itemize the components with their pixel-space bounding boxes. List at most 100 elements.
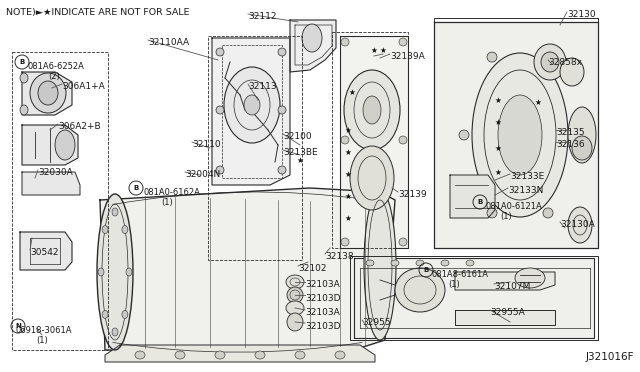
Text: (2): (2) bbox=[48, 72, 60, 81]
Ellipse shape bbox=[571, 130, 581, 140]
Text: 30542: 30542 bbox=[30, 248, 58, 257]
Text: ★: ★ bbox=[344, 148, 351, 157]
Text: 081A6-6252A: 081A6-6252A bbox=[28, 62, 85, 71]
Ellipse shape bbox=[541, 52, 559, 72]
Polygon shape bbox=[22, 125, 78, 165]
Ellipse shape bbox=[112, 328, 118, 336]
Ellipse shape bbox=[487, 52, 497, 62]
Ellipse shape bbox=[244, 95, 260, 115]
Text: (1): (1) bbox=[500, 212, 512, 221]
Ellipse shape bbox=[126, 268, 132, 276]
Bar bbox=[434, 18, 598, 248]
Text: 081A0-6121A: 081A0-6121A bbox=[486, 202, 543, 211]
Text: ★: ★ bbox=[344, 214, 351, 222]
Ellipse shape bbox=[350, 146, 394, 210]
Text: 32955: 32955 bbox=[362, 318, 390, 327]
Text: 32100: 32100 bbox=[283, 132, 312, 141]
Text: 32136: 32136 bbox=[556, 140, 584, 149]
Ellipse shape bbox=[534, 44, 566, 80]
Text: ★: ★ bbox=[380, 45, 387, 55]
Polygon shape bbox=[20, 232, 72, 270]
Text: (1): (1) bbox=[36, 336, 48, 345]
Bar bbox=[208, 36, 302, 260]
Text: 32030A: 32030A bbox=[38, 168, 73, 177]
Ellipse shape bbox=[391, 260, 399, 266]
Bar bbox=[12, 52, 108, 350]
Text: 081A0-6162A: 081A0-6162A bbox=[143, 188, 200, 197]
Ellipse shape bbox=[302, 24, 322, 52]
Text: 32103A: 32103A bbox=[305, 308, 340, 317]
Ellipse shape bbox=[399, 238, 407, 246]
Text: ★: ★ bbox=[371, 45, 378, 55]
Ellipse shape bbox=[515, 268, 545, 288]
Text: (1): (1) bbox=[161, 198, 173, 207]
Text: 32133E: 32133E bbox=[510, 172, 544, 181]
Ellipse shape bbox=[498, 95, 542, 175]
Ellipse shape bbox=[572, 136, 592, 160]
Polygon shape bbox=[212, 38, 290, 185]
Polygon shape bbox=[450, 175, 495, 218]
Ellipse shape bbox=[278, 106, 286, 114]
Ellipse shape bbox=[395, 268, 445, 312]
Polygon shape bbox=[434, 22, 598, 248]
Text: 32858x: 32858x bbox=[548, 58, 582, 67]
Text: ★: ★ bbox=[344, 192, 351, 201]
Text: 32130: 32130 bbox=[567, 10, 596, 19]
Polygon shape bbox=[105, 345, 375, 362]
Ellipse shape bbox=[341, 136, 349, 144]
Text: 306A1+A: 306A1+A bbox=[62, 82, 105, 91]
Ellipse shape bbox=[215, 351, 225, 359]
Text: NOTE)►★INDICATE ARE NOT FOR SALE: NOTE)►★INDICATE ARE NOT FOR SALE bbox=[6, 8, 189, 17]
Ellipse shape bbox=[135, 351, 145, 359]
Ellipse shape bbox=[55, 130, 75, 160]
Text: 32004N: 32004N bbox=[185, 170, 220, 179]
Bar bbox=[350, 256, 598, 340]
Polygon shape bbox=[354, 258, 594, 338]
Ellipse shape bbox=[122, 225, 128, 234]
Text: ★: ★ bbox=[296, 155, 303, 164]
Ellipse shape bbox=[344, 70, 400, 150]
Ellipse shape bbox=[341, 38, 349, 46]
Ellipse shape bbox=[102, 225, 108, 234]
Ellipse shape bbox=[560, 58, 584, 86]
Text: ★: ★ bbox=[349, 87, 355, 96]
Polygon shape bbox=[290, 20, 336, 72]
Text: 32107M: 32107M bbox=[494, 282, 531, 291]
Ellipse shape bbox=[399, 136, 407, 144]
Text: ★: ★ bbox=[495, 96, 501, 105]
Polygon shape bbox=[455, 310, 555, 325]
Ellipse shape bbox=[122, 310, 128, 318]
Text: 32139: 32139 bbox=[398, 190, 427, 199]
Ellipse shape bbox=[20, 73, 28, 83]
Ellipse shape bbox=[487, 208, 497, 218]
Text: 32139A: 32139A bbox=[390, 52, 425, 61]
Text: ★: ★ bbox=[534, 97, 541, 106]
Ellipse shape bbox=[568, 207, 592, 243]
Text: 32103D: 32103D bbox=[305, 322, 340, 331]
Text: 32110AA: 32110AA bbox=[148, 38, 189, 47]
Polygon shape bbox=[455, 272, 555, 290]
Ellipse shape bbox=[472, 53, 568, 217]
Text: 32110: 32110 bbox=[192, 140, 221, 149]
Text: B: B bbox=[424, 267, 429, 273]
Ellipse shape bbox=[399, 38, 407, 46]
Ellipse shape bbox=[216, 48, 224, 56]
Text: ★: ★ bbox=[344, 125, 351, 135]
Text: B: B bbox=[477, 199, 483, 205]
Ellipse shape bbox=[38, 81, 58, 105]
Ellipse shape bbox=[416, 260, 424, 266]
Ellipse shape bbox=[364, 190, 396, 340]
Ellipse shape bbox=[112, 208, 118, 216]
Text: 32130A: 32130A bbox=[560, 220, 595, 229]
Ellipse shape bbox=[363, 96, 381, 124]
Text: 32955A: 32955A bbox=[490, 308, 525, 317]
Ellipse shape bbox=[286, 301, 304, 315]
Ellipse shape bbox=[543, 208, 553, 218]
Ellipse shape bbox=[366, 260, 374, 266]
Text: ★: ★ bbox=[495, 144, 501, 153]
Ellipse shape bbox=[97, 194, 133, 350]
Ellipse shape bbox=[341, 238, 349, 246]
Text: 32103A: 32103A bbox=[305, 280, 340, 289]
Ellipse shape bbox=[255, 351, 265, 359]
Text: N: N bbox=[15, 323, 21, 329]
